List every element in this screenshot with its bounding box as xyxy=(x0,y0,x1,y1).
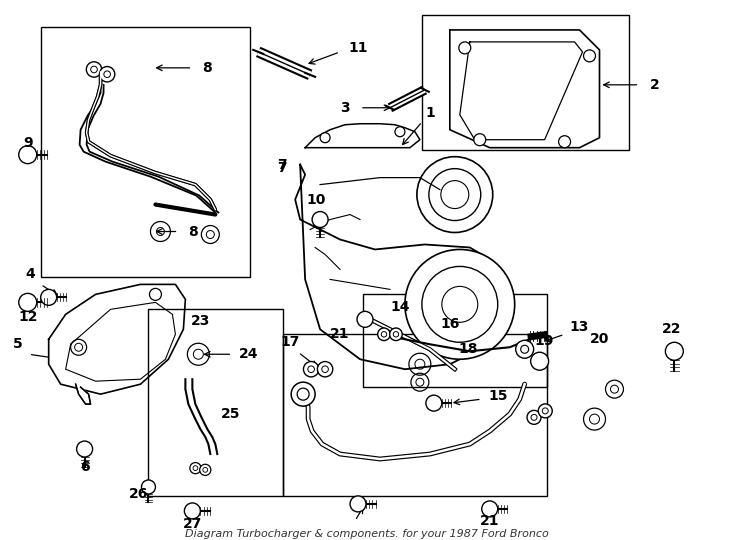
Bar xyxy=(363,294,547,387)
Circle shape xyxy=(350,496,366,512)
Text: 12: 12 xyxy=(18,310,37,325)
Circle shape xyxy=(559,136,570,147)
Text: 7: 7 xyxy=(277,160,287,174)
Text: 19: 19 xyxy=(535,334,554,348)
Circle shape xyxy=(291,382,315,406)
Text: 7: 7 xyxy=(277,158,287,172)
Circle shape xyxy=(584,50,595,62)
Circle shape xyxy=(19,293,37,312)
Polygon shape xyxy=(76,384,90,404)
Text: 6: 6 xyxy=(80,460,90,474)
Polygon shape xyxy=(48,285,186,394)
Text: 3: 3 xyxy=(341,101,350,115)
Circle shape xyxy=(378,328,390,341)
Text: 8: 8 xyxy=(189,225,198,239)
Circle shape xyxy=(405,249,515,359)
Circle shape xyxy=(459,42,470,54)
Circle shape xyxy=(99,66,115,82)
Text: 5: 5 xyxy=(13,338,23,351)
Text: 21: 21 xyxy=(330,327,350,341)
Circle shape xyxy=(482,501,498,517)
Text: 23: 23 xyxy=(191,314,210,328)
Text: 18: 18 xyxy=(458,342,478,356)
Text: Diagram Turbocharger & components. for your 1987 Ford Bronco: Diagram Turbocharger & components. for y… xyxy=(185,529,549,539)
Circle shape xyxy=(190,463,201,474)
Circle shape xyxy=(76,441,92,457)
Text: 8: 8 xyxy=(203,61,212,75)
Text: 9: 9 xyxy=(23,136,32,150)
Circle shape xyxy=(184,503,200,519)
Circle shape xyxy=(473,134,486,146)
Bar xyxy=(283,334,547,496)
Text: 22: 22 xyxy=(661,322,681,336)
Circle shape xyxy=(320,133,330,143)
Text: 1: 1 xyxy=(403,106,435,145)
Circle shape xyxy=(426,395,442,411)
Circle shape xyxy=(200,464,211,475)
Polygon shape xyxy=(295,165,505,369)
Text: 21: 21 xyxy=(480,514,500,528)
Text: 27: 27 xyxy=(183,517,202,531)
Circle shape xyxy=(395,127,405,137)
Circle shape xyxy=(429,168,481,220)
Circle shape xyxy=(531,352,548,370)
Bar xyxy=(40,27,250,278)
Circle shape xyxy=(527,410,541,424)
Text: 2: 2 xyxy=(650,78,659,92)
Text: 25: 25 xyxy=(220,407,240,421)
Bar xyxy=(422,15,630,150)
Text: 10: 10 xyxy=(306,193,326,207)
Circle shape xyxy=(516,340,534,358)
Text: 15: 15 xyxy=(488,389,507,403)
Circle shape xyxy=(19,146,37,164)
Circle shape xyxy=(390,328,402,341)
Circle shape xyxy=(40,289,57,305)
Circle shape xyxy=(303,361,319,377)
Circle shape xyxy=(665,342,683,360)
Bar xyxy=(148,309,283,496)
Text: 4: 4 xyxy=(26,267,35,281)
Polygon shape xyxy=(450,30,600,147)
Circle shape xyxy=(357,312,373,327)
Circle shape xyxy=(317,361,333,377)
Circle shape xyxy=(417,157,493,233)
Text: 16: 16 xyxy=(440,318,459,332)
Text: 26: 26 xyxy=(128,487,148,501)
Circle shape xyxy=(87,62,102,77)
Circle shape xyxy=(538,404,552,418)
Polygon shape xyxy=(305,124,420,147)
Text: 14: 14 xyxy=(390,300,410,314)
Circle shape xyxy=(142,480,156,494)
Circle shape xyxy=(312,212,328,227)
Text: 17: 17 xyxy=(280,335,300,349)
Circle shape xyxy=(422,266,498,342)
Text: 13: 13 xyxy=(570,320,589,334)
Text: 11: 11 xyxy=(348,41,368,55)
Text: 24: 24 xyxy=(239,347,258,361)
Text: 20: 20 xyxy=(590,332,609,346)
